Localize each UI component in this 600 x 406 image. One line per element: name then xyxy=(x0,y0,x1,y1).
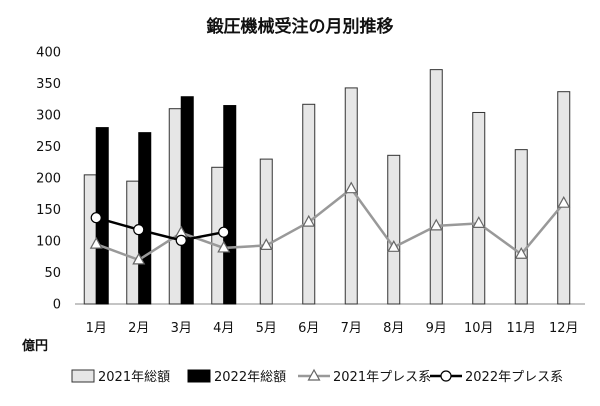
y-tick-label: 250 xyxy=(36,140,61,155)
bar-2022 xyxy=(223,105,237,305)
x-tick-label: 9月 xyxy=(426,321,447,336)
y-tick-label: 200 xyxy=(36,172,61,187)
point-2021-press xyxy=(557,195,571,208)
x-tick-label: 6月 xyxy=(298,321,319,336)
lines xyxy=(89,181,571,265)
legend-label-2022-total: 2022年総額 xyxy=(214,370,286,385)
legend-label-2021-total: 2021年総額 xyxy=(98,370,170,385)
legend-swatch-2022-total xyxy=(187,369,211,383)
bar-2021 xyxy=(387,154,401,305)
legend-marker-2021-press xyxy=(307,368,321,381)
point-2021-press xyxy=(302,214,316,227)
point-2022-press xyxy=(175,234,187,246)
legend-label-2021-press: 2021年プレス系 xyxy=(333,370,431,385)
chart-title: 鍛圧機械受注の月別推移 xyxy=(207,16,394,37)
x-tick-label: 12月 xyxy=(549,321,579,336)
x-tick-label: 3月 xyxy=(171,321,192,336)
x-tick-label: 7月 xyxy=(341,321,362,336)
point-2022-press xyxy=(218,226,230,238)
y-axis-unit: 億円 xyxy=(22,338,48,354)
line-2022-press xyxy=(95,216,224,242)
point-2021-press xyxy=(344,181,358,194)
y-tick-label: 50 xyxy=(44,266,61,281)
point-2021-press xyxy=(387,240,401,252)
legend-swatch-2021-total xyxy=(71,369,95,383)
y-axis: 0 50 100 150 200 250 300 350 400 xyxy=(36,46,61,313)
line-2021-press xyxy=(95,186,565,262)
x-tick-label: 4月 xyxy=(213,321,234,336)
y-tick-label: 300 xyxy=(36,109,61,124)
bar-2021 xyxy=(126,180,140,305)
point-2021-press xyxy=(132,252,146,265)
bars xyxy=(83,69,571,305)
legend-marker-2022-press xyxy=(440,370,452,382)
point-2021-press xyxy=(259,238,273,251)
bar-2021 xyxy=(472,111,486,305)
x-tick-label: 1月 xyxy=(86,321,107,336)
y-tick-label: 100 xyxy=(36,235,61,250)
y-tick-label: 0 xyxy=(53,298,61,313)
bar-2021 xyxy=(83,174,97,305)
x-tick-label: 5月 xyxy=(256,321,277,336)
bar-2021 xyxy=(259,158,273,305)
y-tick-label: 400 xyxy=(36,46,61,61)
x-tick-label: 2月 xyxy=(128,321,149,336)
bar-2022 xyxy=(138,132,152,305)
legend: 2021年総額 2022年総額 2021年プレス系 2022年プレス系 xyxy=(71,368,563,385)
point-2022-press xyxy=(133,224,145,236)
point-2021-press xyxy=(89,236,103,249)
point-2021-press xyxy=(472,216,486,228)
y-tick-label: 350 xyxy=(36,77,61,92)
legend-label-2022-press: 2022年プレス系 xyxy=(465,370,563,385)
bar-2021 xyxy=(302,103,316,305)
bar-2021 xyxy=(514,149,528,305)
x-tick-label: 11月 xyxy=(506,321,536,336)
point-2021-press xyxy=(514,246,528,259)
x-tick-label: 10月 xyxy=(464,321,494,336)
bar-2021 xyxy=(429,69,443,305)
bar-2022 xyxy=(180,96,194,305)
point-2022-press xyxy=(90,212,102,224)
bar-2021 xyxy=(168,108,182,305)
x-axis: 1月 2月 3月 4月 5月 6月 7月 8月 9月 10月 11月 12月 xyxy=(75,303,585,336)
x-tick-label: 8月 xyxy=(383,321,404,336)
point-2021-press xyxy=(217,240,231,253)
y-tick-label: 150 xyxy=(36,203,61,218)
point-2021-press xyxy=(429,218,443,231)
